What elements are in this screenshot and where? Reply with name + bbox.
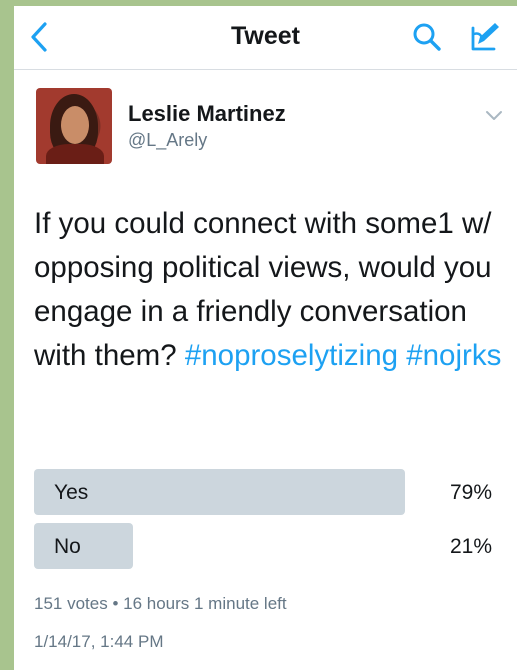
tweet-timestamp: 1/14/17, 1:44 PM	[34, 632, 164, 651]
page-title: Tweet	[231, 22, 300, 50]
tweet-text-body: If you could connect with some1 w/ oppos…	[34, 207, 492, 372]
poll-bar-yes	[34, 469, 406, 515]
poll-option-percent: 21%	[449, 535, 492, 558]
search-button[interactable]	[410, 20, 444, 54]
poll-option-label: No	[54, 535, 81, 558]
poll-option-yes: Yes 79%	[34, 469, 504, 515]
poll: Yes 79% No 21%	[34, 469, 504, 577]
poll-bar-no	[34, 523, 133, 569]
tweet-text-space	[398, 339, 406, 372]
poll-meta: 151 votes • 16 hours 1 minute left	[34, 594, 287, 613]
back-button[interactable]	[26, 20, 52, 54]
hashtag-noproselytizing[interactable]: #noproselytizing	[184, 339, 399, 372]
author-name[interactable]: Leslie Martinez	[128, 101, 286, 126]
author-handle[interactable]: @L_Arely	[128, 130, 208, 150]
tweet-screen: Tweet Leslie Martinez @L_Arely If you co…	[14, 6, 517, 670]
hashtag-nojrks[interactable]: #nojrks	[406, 339, 502, 372]
avatar-face	[61, 106, 89, 144]
navigation-bar: Tweet	[14, 6, 517, 70]
search-icon	[413, 23, 441, 51]
poll-option-no: No 21%	[34, 523, 504, 569]
chevron-down-icon	[486, 111, 502, 120]
avatar[interactable]	[36, 88, 112, 164]
poll-option-percent: 79%	[449, 481, 492, 504]
avatar-shirt	[46, 144, 104, 164]
compose-icon	[471, 23, 499, 51]
poll-option-label: Yes	[54, 481, 89, 504]
tweet-options-button[interactable]	[482, 106, 506, 126]
compose-button[interactable]	[466, 18, 504, 56]
tweet-text: If you could connect with some1 w/ oppos…	[34, 202, 504, 378]
back-chevron-icon	[31, 22, 47, 52]
